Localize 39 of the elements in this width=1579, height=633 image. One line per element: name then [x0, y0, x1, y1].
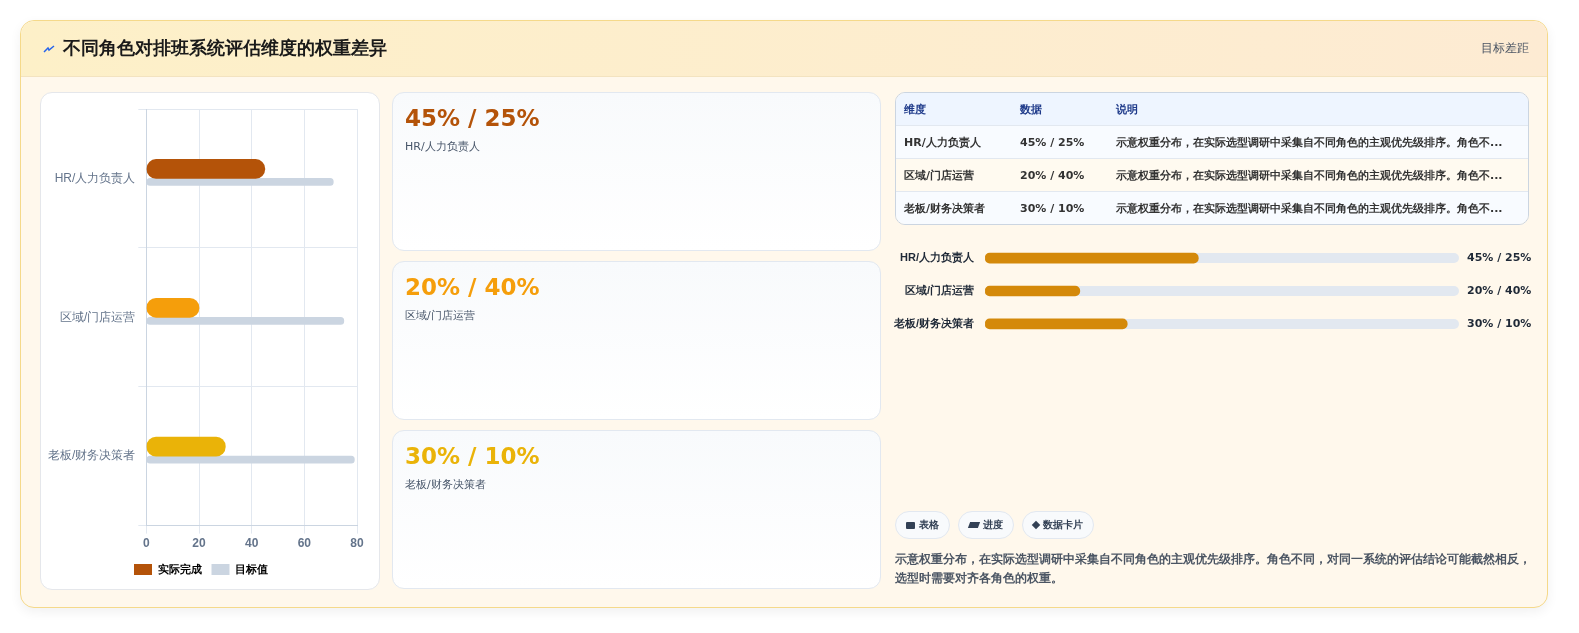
- text: 表格: [919, 518, 939, 532]
- x-tick-label: 80: [350, 536, 364, 551]
- text: 说明: [1108, 93, 1528, 125]
- legend-label: 目标值: [235, 562, 268, 575]
- x-tick-label: 0: [142, 536, 150, 551]
- legend-label: 实际完成: [157, 562, 202, 575]
- x-tick-label: 20: [192, 536, 206, 551]
- text: 目标差距: [1481, 40, 1529, 57]
- text: 示意权重分布，在实际选型调研中采集自不同角色的主观优先级排序。角色不...: [1116, 168, 1503, 182]
- y-tick-label: 区域/门店运营: [59, 309, 136, 324]
- text: 示意权重分布，在实际选型调研中采集自不同角色的主观优先级排序。角色不同，对同一系统的评估结论可能截然相反，选型时需要对齐各角色的权重。: [895, 551, 1531, 587]
- text: 进度: [983, 518, 1003, 532]
- data-label: 20% / 40%: [1467, 283, 1532, 297]
- text: 示意权重分布，在实际选型调研中采集自不同角色的主观优先级排序。角色不...: [1116, 135, 1503, 149]
- category-label: 区域/门店运营: [405, 309, 475, 322]
- category-label: 老板/财务决策者: [405, 478, 486, 491]
- x-tick-label: 40: [244, 536, 259, 551]
- y-tick-label: HR/人力负责人: [900, 251, 976, 265]
- text: 45% / 25%: [1020, 135, 1085, 149]
- bar: [146, 159, 266, 179]
- chart-title: 不同角色对排班系统评估维度的权重差异: [63, 36, 387, 60]
- bar: [146, 436, 226, 457]
- y-tick-label: 区域/门店运营: [904, 284, 975, 297]
- text: 数据: [1012, 93, 1108, 125]
- text: 维度: [896, 93, 1012, 125]
- y-tick-label: 老板/财务决策者: [47, 448, 136, 463]
- text: 45% / 25%: [405, 105, 540, 131]
- text: 20% / 40%: [1020, 168, 1085, 182]
- x-tick-label: 60: [297, 536, 312, 551]
- text: 30% / 10%: [1020, 201, 1085, 215]
- data-label: 45% / 25%: [1467, 250, 1532, 264]
- text: 数据卡片: [1043, 518, 1083, 532]
- category-label: HR/人力负责人: [405, 140, 480, 153]
- text: 20% / 40%: [405, 274, 540, 300]
- y-tick-label: HR/人力负责人: [54, 170, 136, 185]
- y-tick-label: 老板/财务决策者: [892, 316, 975, 329]
- text: 30% / 10%: [405, 443, 540, 469]
- text: 示意权重分布，在实际选型调研中采集自不同角色的主观优先级排序。角色不...: [1108, 191, 1528, 224]
- data-label: 30% / 10%: [1467, 316, 1532, 330]
